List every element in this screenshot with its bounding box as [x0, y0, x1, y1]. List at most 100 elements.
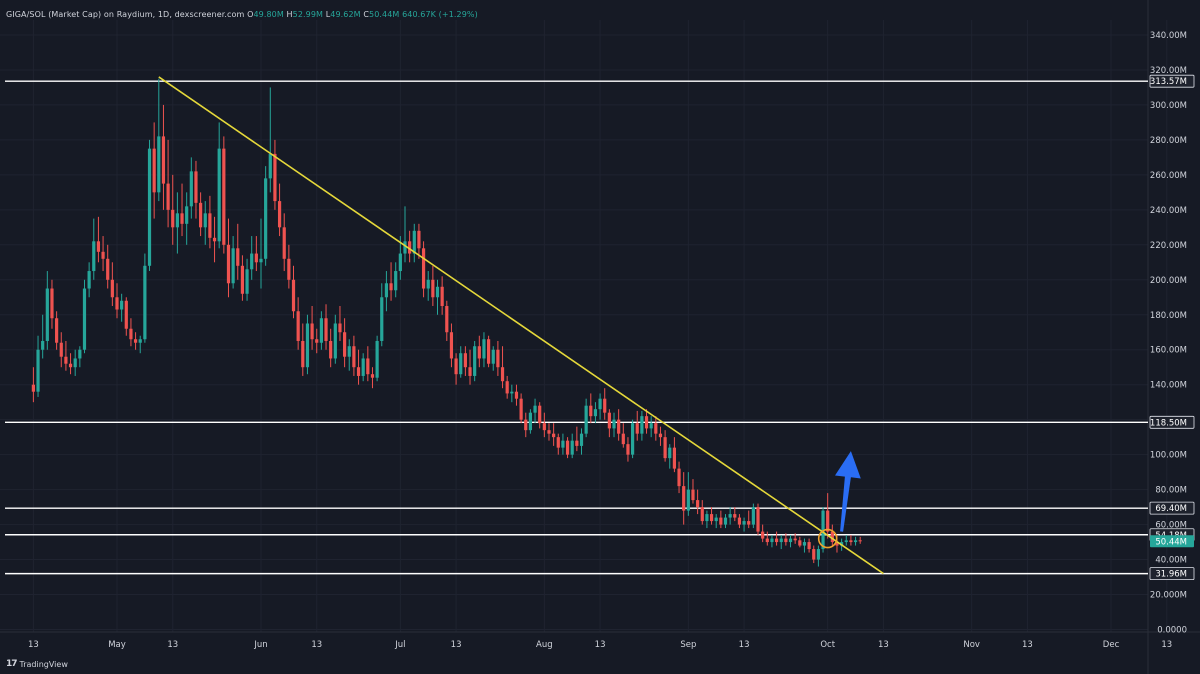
candle-body: [505, 381, 509, 394]
candle-body: [737, 517, 742, 525]
y-tick-label: 220.00M: [1150, 241, 1187, 251]
candle-body: [291, 279, 296, 312]
y-tick-label: 0.0000: [1157, 626, 1187, 636]
candle-body: [180, 213, 184, 224]
y-tick-label: 80.00M: [1155, 486, 1187, 496]
candle-body: [835, 542, 839, 546]
candle-body: [236, 248, 240, 266]
candle-body: [45, 288, 49, 341]
candle-body: [264, 178, 268, 259]
candle-body: [101, 251, 105, 259]
change-value: 640.67K (+1.29%): [402, 10, 478, 19]
candle-body: [747, 521, 751, 525]
candle-body: [143, 265, 147, 340]
candle-body: [333, 323, 337, 359]
candle-body: [533, 405, 537, 413]
candle-body: [621, 433, 625, 445]
candle-body: [59, 342, 63, 357]
candle-body: [547, 430, 551, 434]
tradingview-logo[interactable]: 17 TradingView: [6, 659, 68, 669]
candle-body: [644, 416, 649, 429]
candle-body: [672, 447, 676, 469]
y-tick-label: 340.00M: [1150, 31, 1187, 41]
candle-body: [612, 419, 616, 429]
candle-body: [64, 356, 68, 364]
candle-body: [473, 346, 477, 376]
candle-body: [677, 468, 681, 487]
candle-body: [324, 318, 328, 341]
candle-body: [445, 306, 449, 333]
candle-body: [426, 279, 430, 289]
candle-body: [853, 540, 858, 543]
candle-body: [106, 258, 110, 280]
x-tick-label: Aug: [536, 640, 553, 650]
level-label-box: [1149, 74, 1195, 88]
open-value: 49.80M: [253, 10, 284, 19]
candle-body: [259, 258, 263, 263]
level-label-box: [1149, 501, 1195, 515]
candle-body: [366, 358, 370, 375]
candle-body: [171, 209, 175, 228]
candle-body: [212, 237, 217, 242]
candle-body: [82, 288, 87, 350]
x-tick-label: 13: [1161, 640, 1172, 650]
y-tick-label: 320.00M: [1150, 66, 1187, 76]
candle-body: [514, 391, 519, 399]
candle-body: [175, 213, 179, 228]
candle-body: [254, 253, 258, 263]
candle-body: [788, 538, 793, 543]
open-label: O: [247, 10, 254, 19]
y-tick-label: 240.00M: [1150, 206, 1187, 216]
level-label: 69.40M: [1155, 504, 1187, 514]
candle-body: [733, 514, 737, 518]
candle-body: [589, 405, 593, 417]
candle-body: [742, 521, 746, 525]
candle-body: [347, 346, 351, 357]
candle-body: [500, 367, 505, 382]
y-tick-label: 60.00M: [1155, 521, 1187, 531]
candle-body: [779, 538, 783, 543]
y-tick-label: 200.00M: [1150, 276, 1187, 286]
candle-body: [468, 367, 472, 376]
candle-body: [305, 323, 310, 368]
candle-body: [398, 253, 402, 272]
y-tick-label: 160.00M: [1150, 346, 1187, 356]
candle-body: [217, 148, 221, 242]
candle-body: [152, 148, 156, 193]
candle-body: [50, 288, 54, 319]
candle-body: [282, 227, 286, 259]
x-tick-label: Dec: [1103, 640, 1120, 650]
candle-body: [496, 349, 500, 368]
candle-body: [421, 248, 426, 289]
candle-body: [840, 542, 844, 546]
tradingview-name: TradingView: [19, 659, 68, 669]
candle-body: [157, 136, 161, 193]
level-label: 313.57M: [1150, 77, 1187, 87]
x-tick-label: 13: [739, 640, 750, 650]
candle-body: [408, 241, 412, 254]
x-tick-label: 13: [1022, 640, 1033, 650]
candle-body: [774, 538, 779, 543]
candle-body: [199, 202, 203, 228]
candle-body: [110, 279, 114, 298]
high-label: H: [286, 10, 293, 19]
y-tick-label: 280.00M: [1150, 136, 1187, 146]
candle-body: [756, 507, 760, 532]
x-tick-label: Nov: [963, 640, 980, 650]
candle-body: [315, 339, 319, 343]
candle-body: [189, 171, 193, 207]
candle-body: [240, 265, 245, 294]
candle-body: [115, 297, 119, 310]
candle-body: [380, 297, 384, 341]
y-tick-label: 260.00M: [1150, 171, 1187, 181]
candle-body: [431, 279, 435, 298]
candle-body: [593, 409, 598, 417]
current-price-label: 50.44M: [1155, 537, 1187, 547]
candle-body: [133, 339, 138, 343]
trendline: [158, 76, 884, 575]
candle-body: [649, 423, 653, 429]
candle-body: [482, 339, 486, 359]
candle-body: [658, 433, 663, 438]
y-tick-label: 100.00M: [1150, 451, 1187, 461]
